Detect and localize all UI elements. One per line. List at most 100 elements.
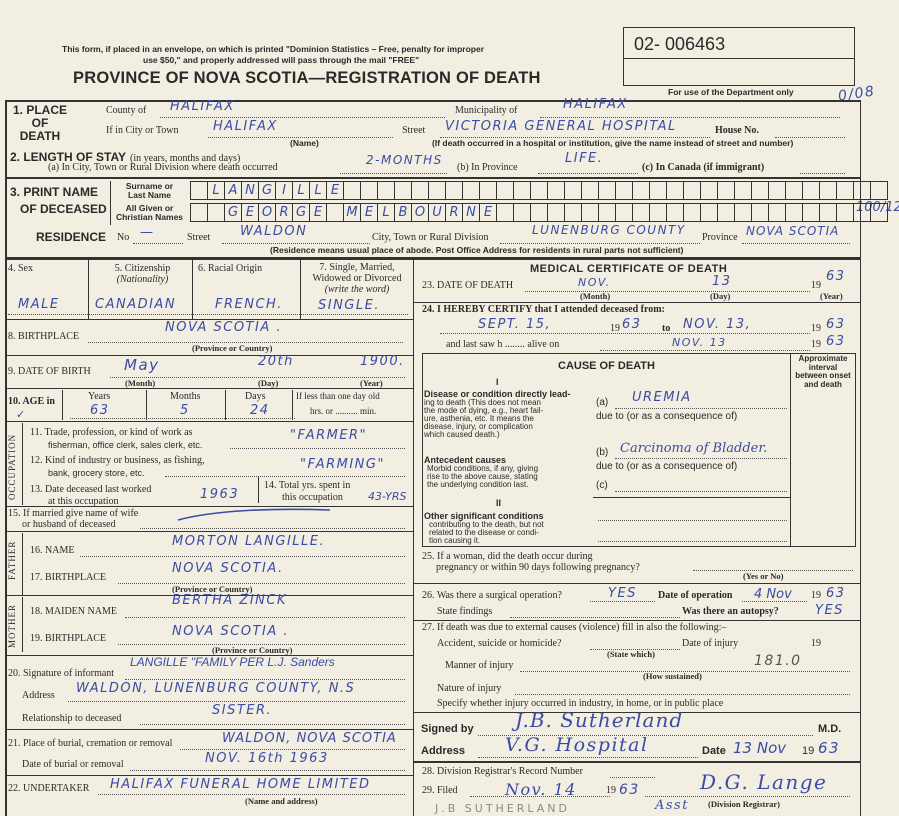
- length-of-stay-heading: 2. LENGTH OF STAY (in years, months and …: [10, 150, 241, 164]
- dob-day: 20th: [258, 354, 294, 369]
- cause-a-value: UREMIA: [632, 390, 692, 405]
- stay-province-value: LIFE.: [565, 151, 604, 166]
- autopsy-label: Was there an autopsy?: [682, 606, 779, 617]
- total-years-label: 14. Total yrs. spent in this occupation: [264, 480, 351, 503]
- last-saw-year: 63: [826, 334, 846, 349]
- mother-side-label: MOTHER: [7, 604, 17, 648]
- city-label: If in City or Town: [106, 125, 179, 136]
- name-char-box: B: [395, 203, 412, 222]
- name-char-box: [786, 203, 803, 222]
- antecedent-text: Antecedent causes Morbid conditions, if a…: [424, 455, 539, 489]
- given-names-label: All Given or Christian Names: [115, 203, 184, 222]
- stay-province-label: (b) In Province: [457, 162, 518, 173]
- name-char-box: [871, 203, 888, 222]
- marital-status-label: 7. Single, Married, Widowed or Divorced (w…: [312, 262, 402, 295]
- father-name-value: MORTON LANGILLE.: [172, 534, 326, 549]
- stay-city-value: 2-MONTHS: [366, 153, 443, 167]
- residence-city-value: LUNENBURG COUNTY: [532, 223, 686, 237]
- name-char-box: [582, 181, 599, 200]
- county-label: County of: [106, 105, 147, 116]
- name-char-box: [599, 203, 616, 222]
- father-name-label: 16. NAME: [30, 545, 75, 556]
- house-no-label: House No.: [715, 125, 759, 136]
- signature-date-label: Date: [702, 745, 726, 757]
- last-saw-value: NOV. 13: [672, 336, 727, 349]
- mail-notice-line-1: This form, if placed in an envelope, on …: [62, 44, 485, 54]
- accident-label: Accident, suicide or homicide?: [437, 638, 562, 649]
- state-which-note: (State which): [607, 649, 655, 659]
- days-label: Days: [245, 391, 266, 402]
- years-label: Years: [88, 391, 111, 402]
- physician-signature: J.B. Sutherland: [515, 708, 684, 732]
- name-char-box: [190, 181, 208, 200]
- name-char-box: E: [480, 203, 497, 222]
- name-char-box: [616, 181, 633, 200]
- occupation-side-label: OCCUPATION: [7, 433, 17, 500]
- name-char-box: [497, 203, 514, 222]
- name-char-box: [616, 203, 633, 222]
- name-char-box: [412, 181, 429, 200]
- trade-label: 11. Trade, profession, or kind of work a…: [30, 427, 203, 450]
- name-note: (Name): [290, 138, 319, 148]
- marital-status-value: SINGLE.: [318, 298, 380, 313]
- name-char-box: E: [242, 203, 259, 222]
- name-char-box: [718, 181, 735, 200]
- direct-cause-text: Disease or condition directly lead-ing t…: [424, 389, 571, 439]
- mother-birthplace-label: 19. BIRTHPLACE: [30, 633, 107, 644]
- pregnancy-question: 25. If a woman, did the death occur duri…: [422, 551, 640, 573]
- name-char-box: [820, 181, 837, 200]
- name-char-box: [803, 181, 820, 200]
- attended-to: NOV. 13,: [683, 317, 752, 332]
- name-char-box: [837, 181, 854, 200]
- dept-only-note: For use of the Department only: [668, 87, 794, 97]
- less-than-day-label: If less than one day old: [296, 391, 380, 401]
- undertaker-note: (Name and address): [245, 796, 318, 806]
- operation-year-prefix: 19: [811, 590, 821, 601]
- name-char-box: R: [276, 203, 293, 222]
- name-char-box: R: [446, 203, 463, 222]
- father-side-label: FATHER: [7, 540, 17, 580]
- name-char-box: [701, 181, 718, 200]
- industry-label: 12. Kind of industry or business, as fis…: [30, 455, 205, 478]
- name-char-box: E: [327, 181, 344, 200]
- from-year-prefix: 19: [610, 323, 620, 334]
- month-note: (Month): [125, 378, 156, 388]
- yes-no-note: (Yes or No): [743, 571, 784, 581]
- name-char-box: [633, 203, 650, 222]
- name-char-box: [344, 181, 361, 200]
- to-year-prefix: 19: [811, 323, 821, 334]
- signature-date-value: 13 Nov: [733, 739, 787, 757]
- municipality-value: HALIFAX: [563, 97, 628, 112]
- residence-no-label: No: [117, 232, 130, 243]
- age-label: 10. AGE in: [8, 396, 55, 407]
- racial-origin-label: 6. Racial Origin: [198, 263, 263, 274]
- residence-label: RESIDENCE: [36, 230, 107, 244]
- relationship-label: Relationship to deceased: [22, 713, 122, 724]
- mother-birthplace-value: NOVA SCOTIA .: [172, 624, 289, 639]
- residence-street-label: Street: [187, 232, 211, 243]
- injury-place-label: Specify whether injury occurred in indus…: [437, 698, 724, 709]
- residence-note: (Residence means usual place of abode. P…: [270, 245, 684, 255]
- year-note: (Year): [360, 378, 383, 388]
- last-saw-label: and last saw h ........ alive on: [446, 339, 560, 350]
- cause-code: 181.0: [754, 653, 802, 669]
- county-value: HALIFAX: [170, 99, 235, 114]
- sex-value: MALE: [18, 297, 60, 312]
- name-char-box: L: [293, 181, 310, 200]
- months-label: Months: [170, 391, 201, 402]
- name-char-box: [633, 181, 650, 200]
- sex-label: 4. Sex: [8, 263, 33, 274]
- how-sustained-note: (How sustained): [643, 671, 702, 681]
- burial-date-label: Date of burial or removal: [22, 759, 124, 770]
- name-char-box: [854, 203, 871, 222]
- other-conditions-text: Other significant conditions contributing…: [424, 511, 544, 545]
- due-to-label-a: due to (or as a consequence of): [596, 411, 738, 422]
- name-char-box: M: [344, 203, 361, 222]
- father-birthplace-value: NOVA SCOTIA.: [172, 561, 284, 576]
- manner-of-injury-label: Manner of injury: [445, 660, 514, 671]
- burial-place-value: WALDON, NOVA SCOTIA: [222, 731, 397, 746]
- informant-signature: LANGILLE "FAMILY PER L.J. Sanders: [130, 655, 335, 669]
- city-value: HALIFAX: [213, 119, 278, 134]
